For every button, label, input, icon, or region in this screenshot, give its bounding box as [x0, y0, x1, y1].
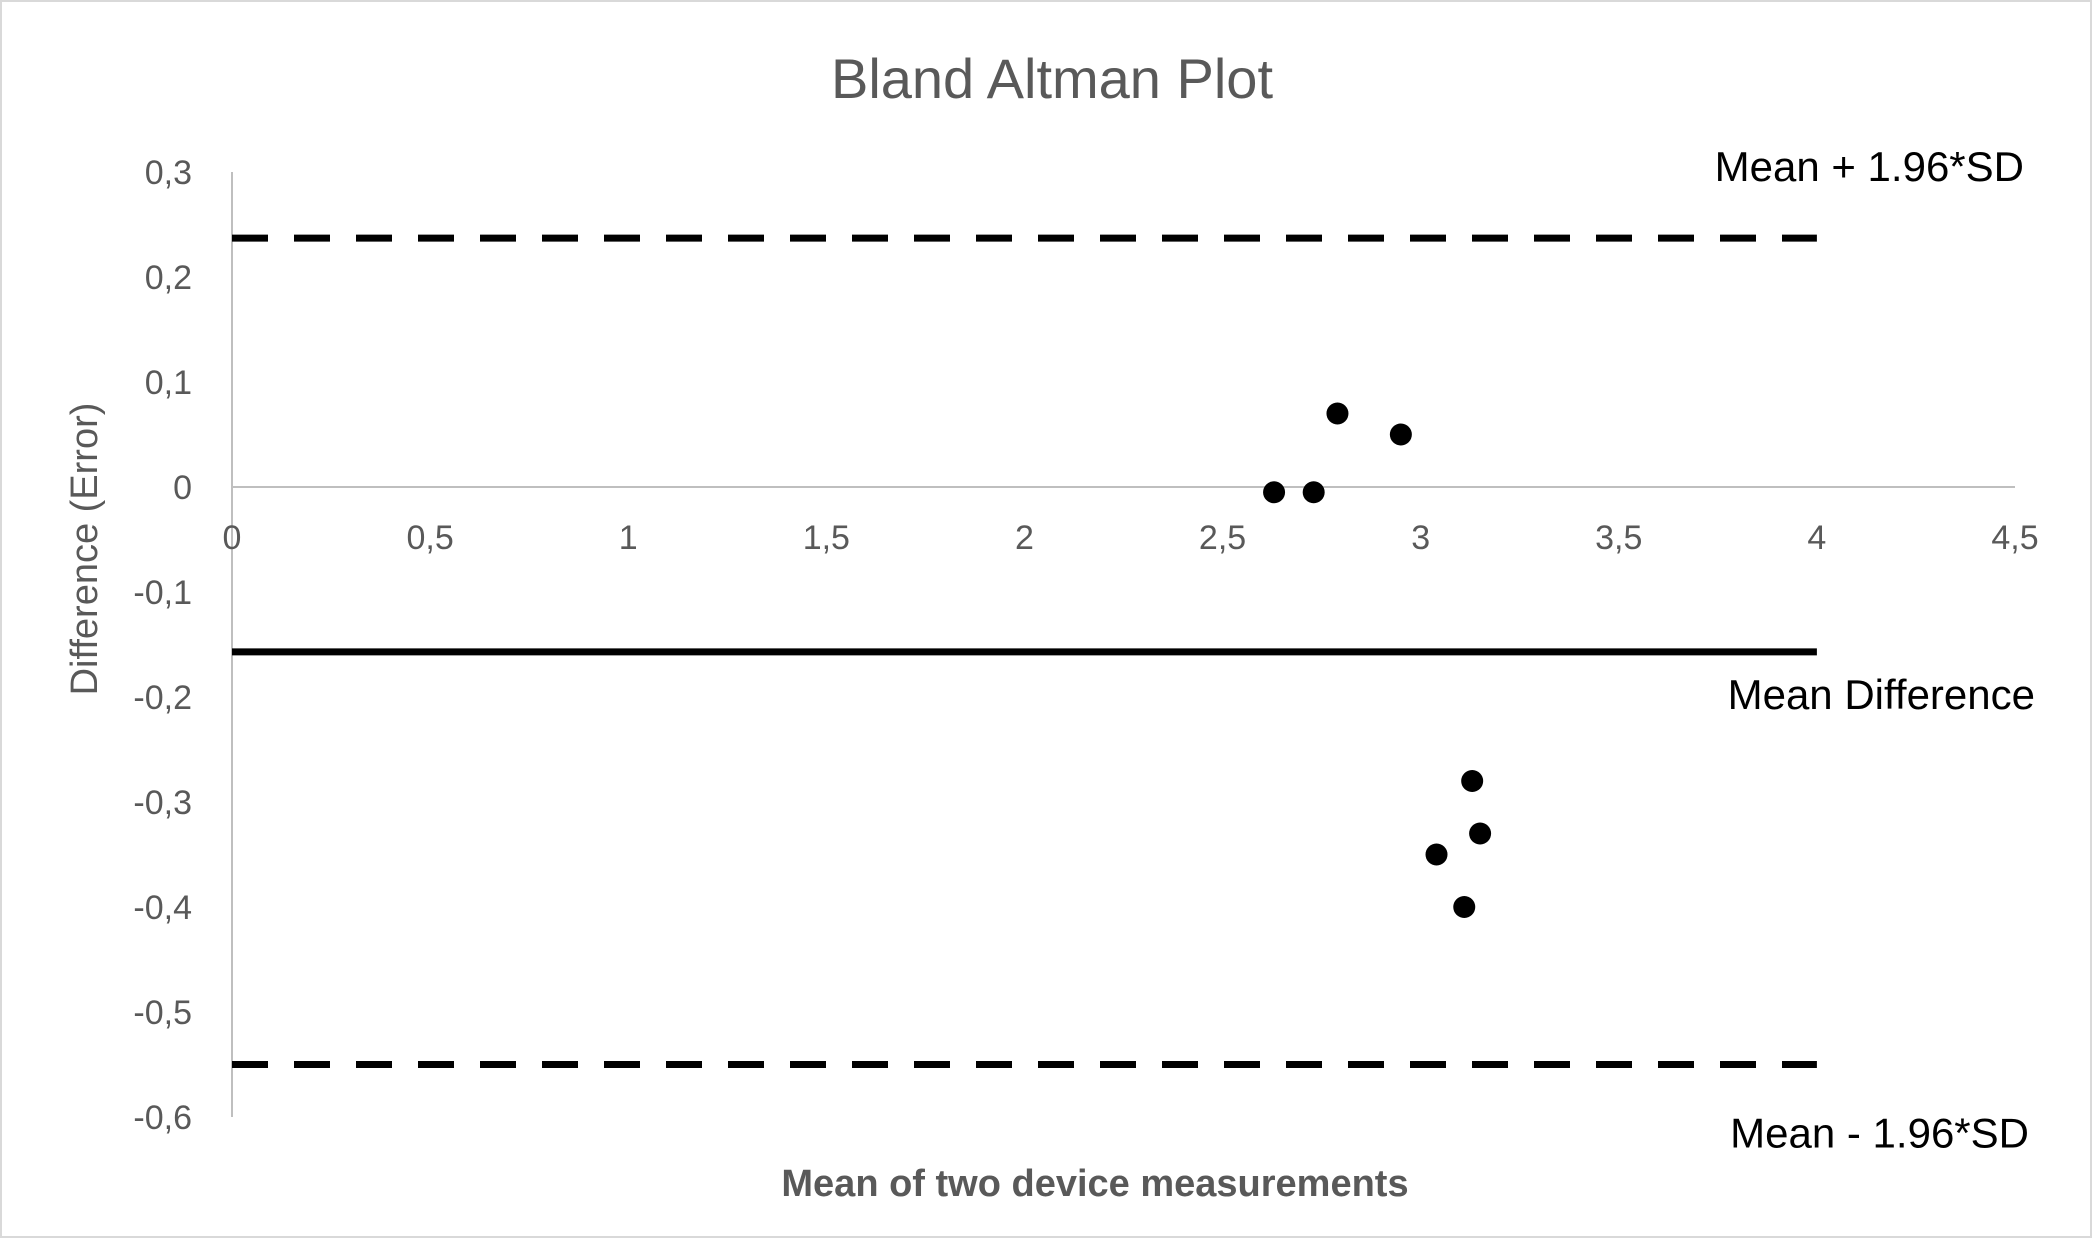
y-tick-label: 0,1 — [145, 364, 192, 402]
data-point — [1263, 481, 1286, 504]
x-tick-label: 3,5 — [1595, 519, 1642, 557]
x-tick-label: 1 — [619, 519, 638, 557]
data-point — [1425, 843, 1448, 866]
reference-line-label: Mean Difference — [1728, 671, 2035, 718]
data-point — [1302, 481, 1325, 504]
x-tick-label: 1,5 — [803, 519, 850, 557]
reference-line-labels: Mean + 1.96*SD Mean Difference Mean - 1.96… — [1715, 143, 2035, 1156]
data-point — [1326, 402, 1349, 425]
chart-title: Bland Altman Plot — [831, 47, 1273, 110]
y-tick-label: -0,4 — [133, 889, 192, 927]
data-point — [1469, 822, 1492, 845]
x-tick-label: 2 — [1015, 519, 1034, 557]
y-tick-label: -0,2 — [133, 679, 192, 717]
y-tick-label: -0,3 — [133, 784, 192, 822]
y-tick-label: -0,1 — [133, 574, 192, 612]
y-tick-label: -0,6 — [133, 1099, 192, 1137]
reference-line-label: Mean + 1.96*SD — [1715, 143, 2024, 190]
data-point — [1453, 896, 1476, 918]
x-tick-label: 4,5 — [1991, 519, 2038, 557]
x-tick-labels: 0 0,5 1 1,5 2 2,5 3 3,5 4 4,5 — [223, 519, 2039, 557]
reference-line-label: Mean - 1.96*SD — [1730, 1110, 2029, 1157]
y-tick-label: 0,3 — [145, 154, 192, 192]
y-axis-title: Difference (Error) — [64, 403, 106, 696]
data-point — [1389, 423, 1412, 446]
x-tick-label: 4 — [1807, 519, 1826, 557]
data-points — [1263, 402, 1492, 918]
y-tick-labels: 0,3 0,2 0,1 0 -0,1 -0,2 -0,3 -0,4 -0,5 -0,6 — [133, 154, 192, 1137]
x-tick-label: 0 — [223, 519, 242, 557]
x-axis-title: Mean of two device measurements — [781, 1163, 1408, 1205]
data-point — [1461, 770, 1484, 792]
y-tick-label: 0 — [173, 469, 192, 507]
reference-lines — [232, 234, 1817, 1068]
x-tick-label: 3 — [1411, 519, 1430, 557]
x-tick-label: 2,5 — [1199, 519, 1246, 557]
y-tick-label: -0,5 — [133, 994, 192, 1032]
x-tick-label: 0,5 — [406, 519, 453, 557]
y-tick-label: 0,2 — [145, 259, 192, 297]
